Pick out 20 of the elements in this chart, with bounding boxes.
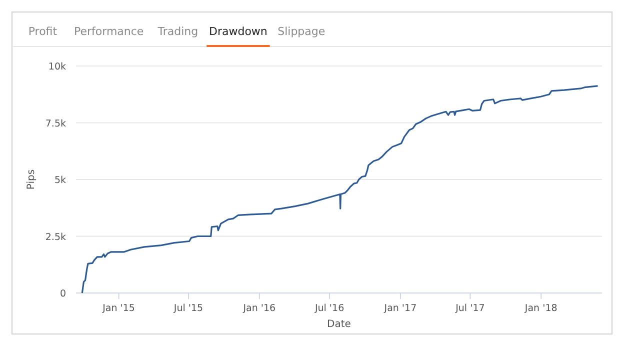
y-tick-label: 10k	[48, 62, 66, 72]
text: Performance	[74, 25, 144, 38]
x-tick-label: Jan '18	[524, 303, 558, 314]
x-axis-title: Date	[327, 319, 351, 330]
text: Slippage	[278, 25, 326, 38]
x-tick-label: Jan '16	[242, 303, 276, 314]
x-tick-label: Jan '15	[102, 303, 135, 314]
y-tick-label: 7.5k	[45, 118, 66, 130]
x-tick-label: Jul '16	[314, 303, 344, 314]
y-axis-title: Pips	[26, 169, 37, 190]
text: Drawdown	[208, 25, 268, 38]
y-tick-label: 0	[60, 288, 66, 300]
x-tick-label: Jul '15	[172, 303, 204, 314]
x-tick-label: Jan '17	[383, 303, 417, 314]
line-series	[81, 85, 599, 294]
text: Trading	[156, 25, 198, 38]
y-tick-label: 2.5k	[45, 232, 66, 243]
text: Profit	[28, 25, 58, 38]
x-tick-label: Jul '17	[454, 303, 485, 314]
y-tick-label: 5k	[54, 175, 66, 186]
